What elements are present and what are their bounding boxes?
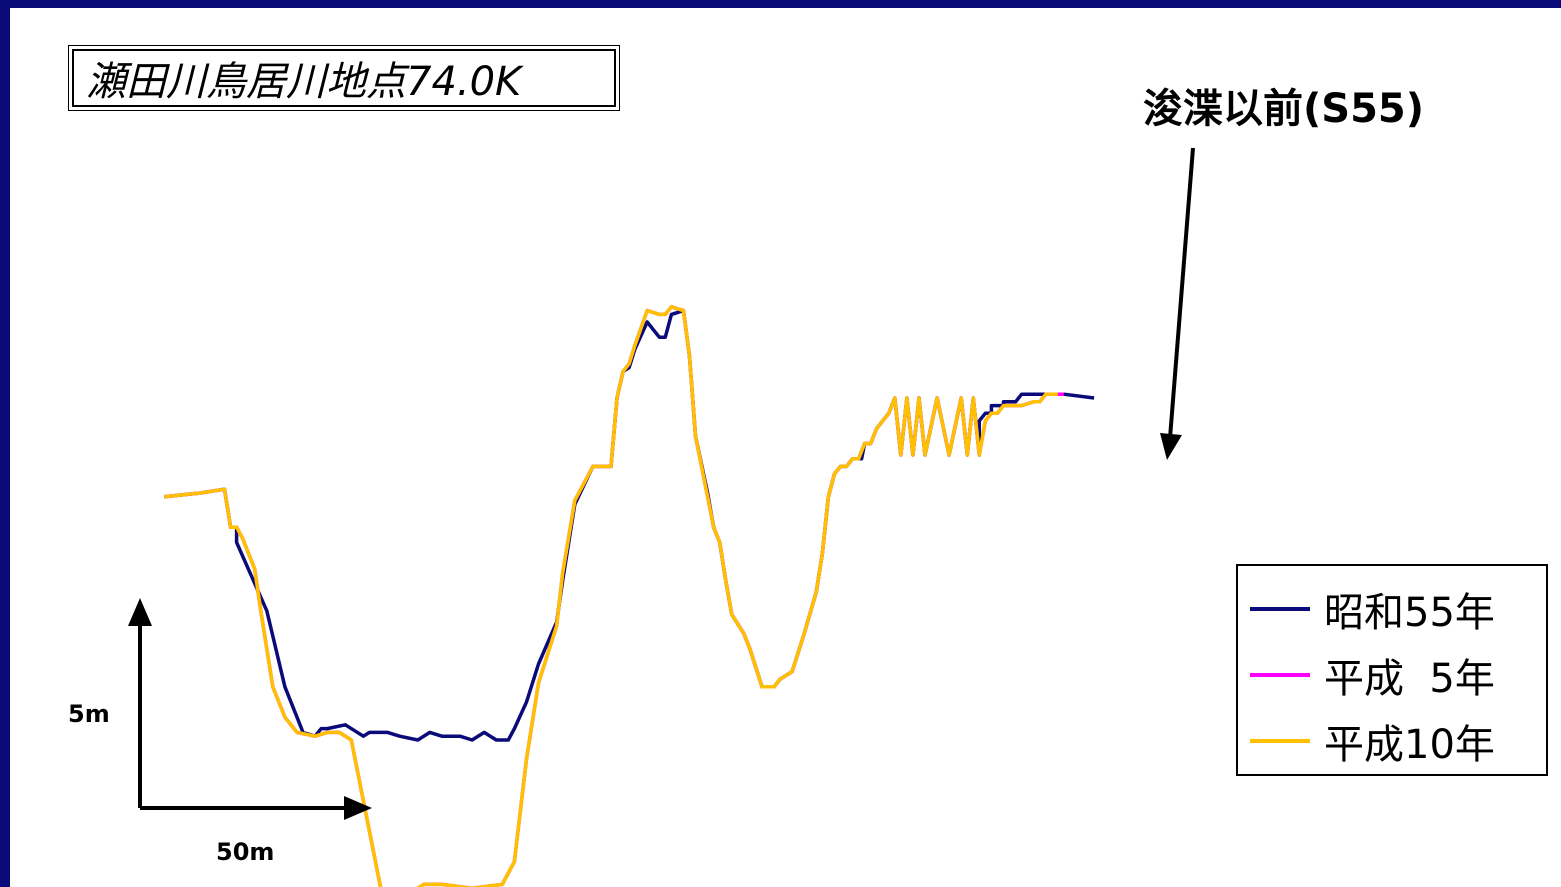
chart-title-box: 瀬田川鳥居川地点74.0K <box>68 45 620 111</box>
legend-swatch-h5 <box>1250 673 1310 677</box>
cross-section-chart <box>128 147 1195 887</box>
legend: 昭和55年 平成 5年 平成10年 <box>1236 564 1548 776</box>
scale-horizontal-label: 50m <box>216 838 275 866</box>
legend-item-s55: 昭和55年 <box>1238 576 1546 642</box>
legend-item-h5: 平成 5年 <box>1238 642 1546 708</box>
legend-label-h5: 平成 5年 <box>1324 656 1495 702</box>
annotation-arrow <box>1160 147 1195 460</box>
scale-vertical-label: 5m <box>68 700 110 728</box>
annotation-label: 浚渫以前(S55) <box>1143 86 1425 132</box>
series-line-0 <box>164 308 1095 742</box>
legend-swatch-h10 <box>1250 739 1310 743</box>
legend-label-s55: 昭和55年 <box>1324 590 1495 636</box>
scale-bar <box>128 598 372 820</box>
series-layer <box>164 305 1095 887</box>
legend-label-h10: 平成10年 <box>1324 722 1495 768</box>
chart-title: 瀬田川鳥居川地点74.0K <box>72 49 616 107</box>
legend-item-h10: 平成10年 <box>1238 708 1546 774</box>
series-line-2 <box>164 305 1058 887</box>
legend-swatch-s55 <box>1250 607 1310 611</box>
chart-frame: 瀬田川鳥居川地点74.0K 浚渫以前(S55) 5m 50m 昭和55年 平成 … <box>10 8 1561 887</box>
series-line-1 <box>164 305 1064 887</box>
